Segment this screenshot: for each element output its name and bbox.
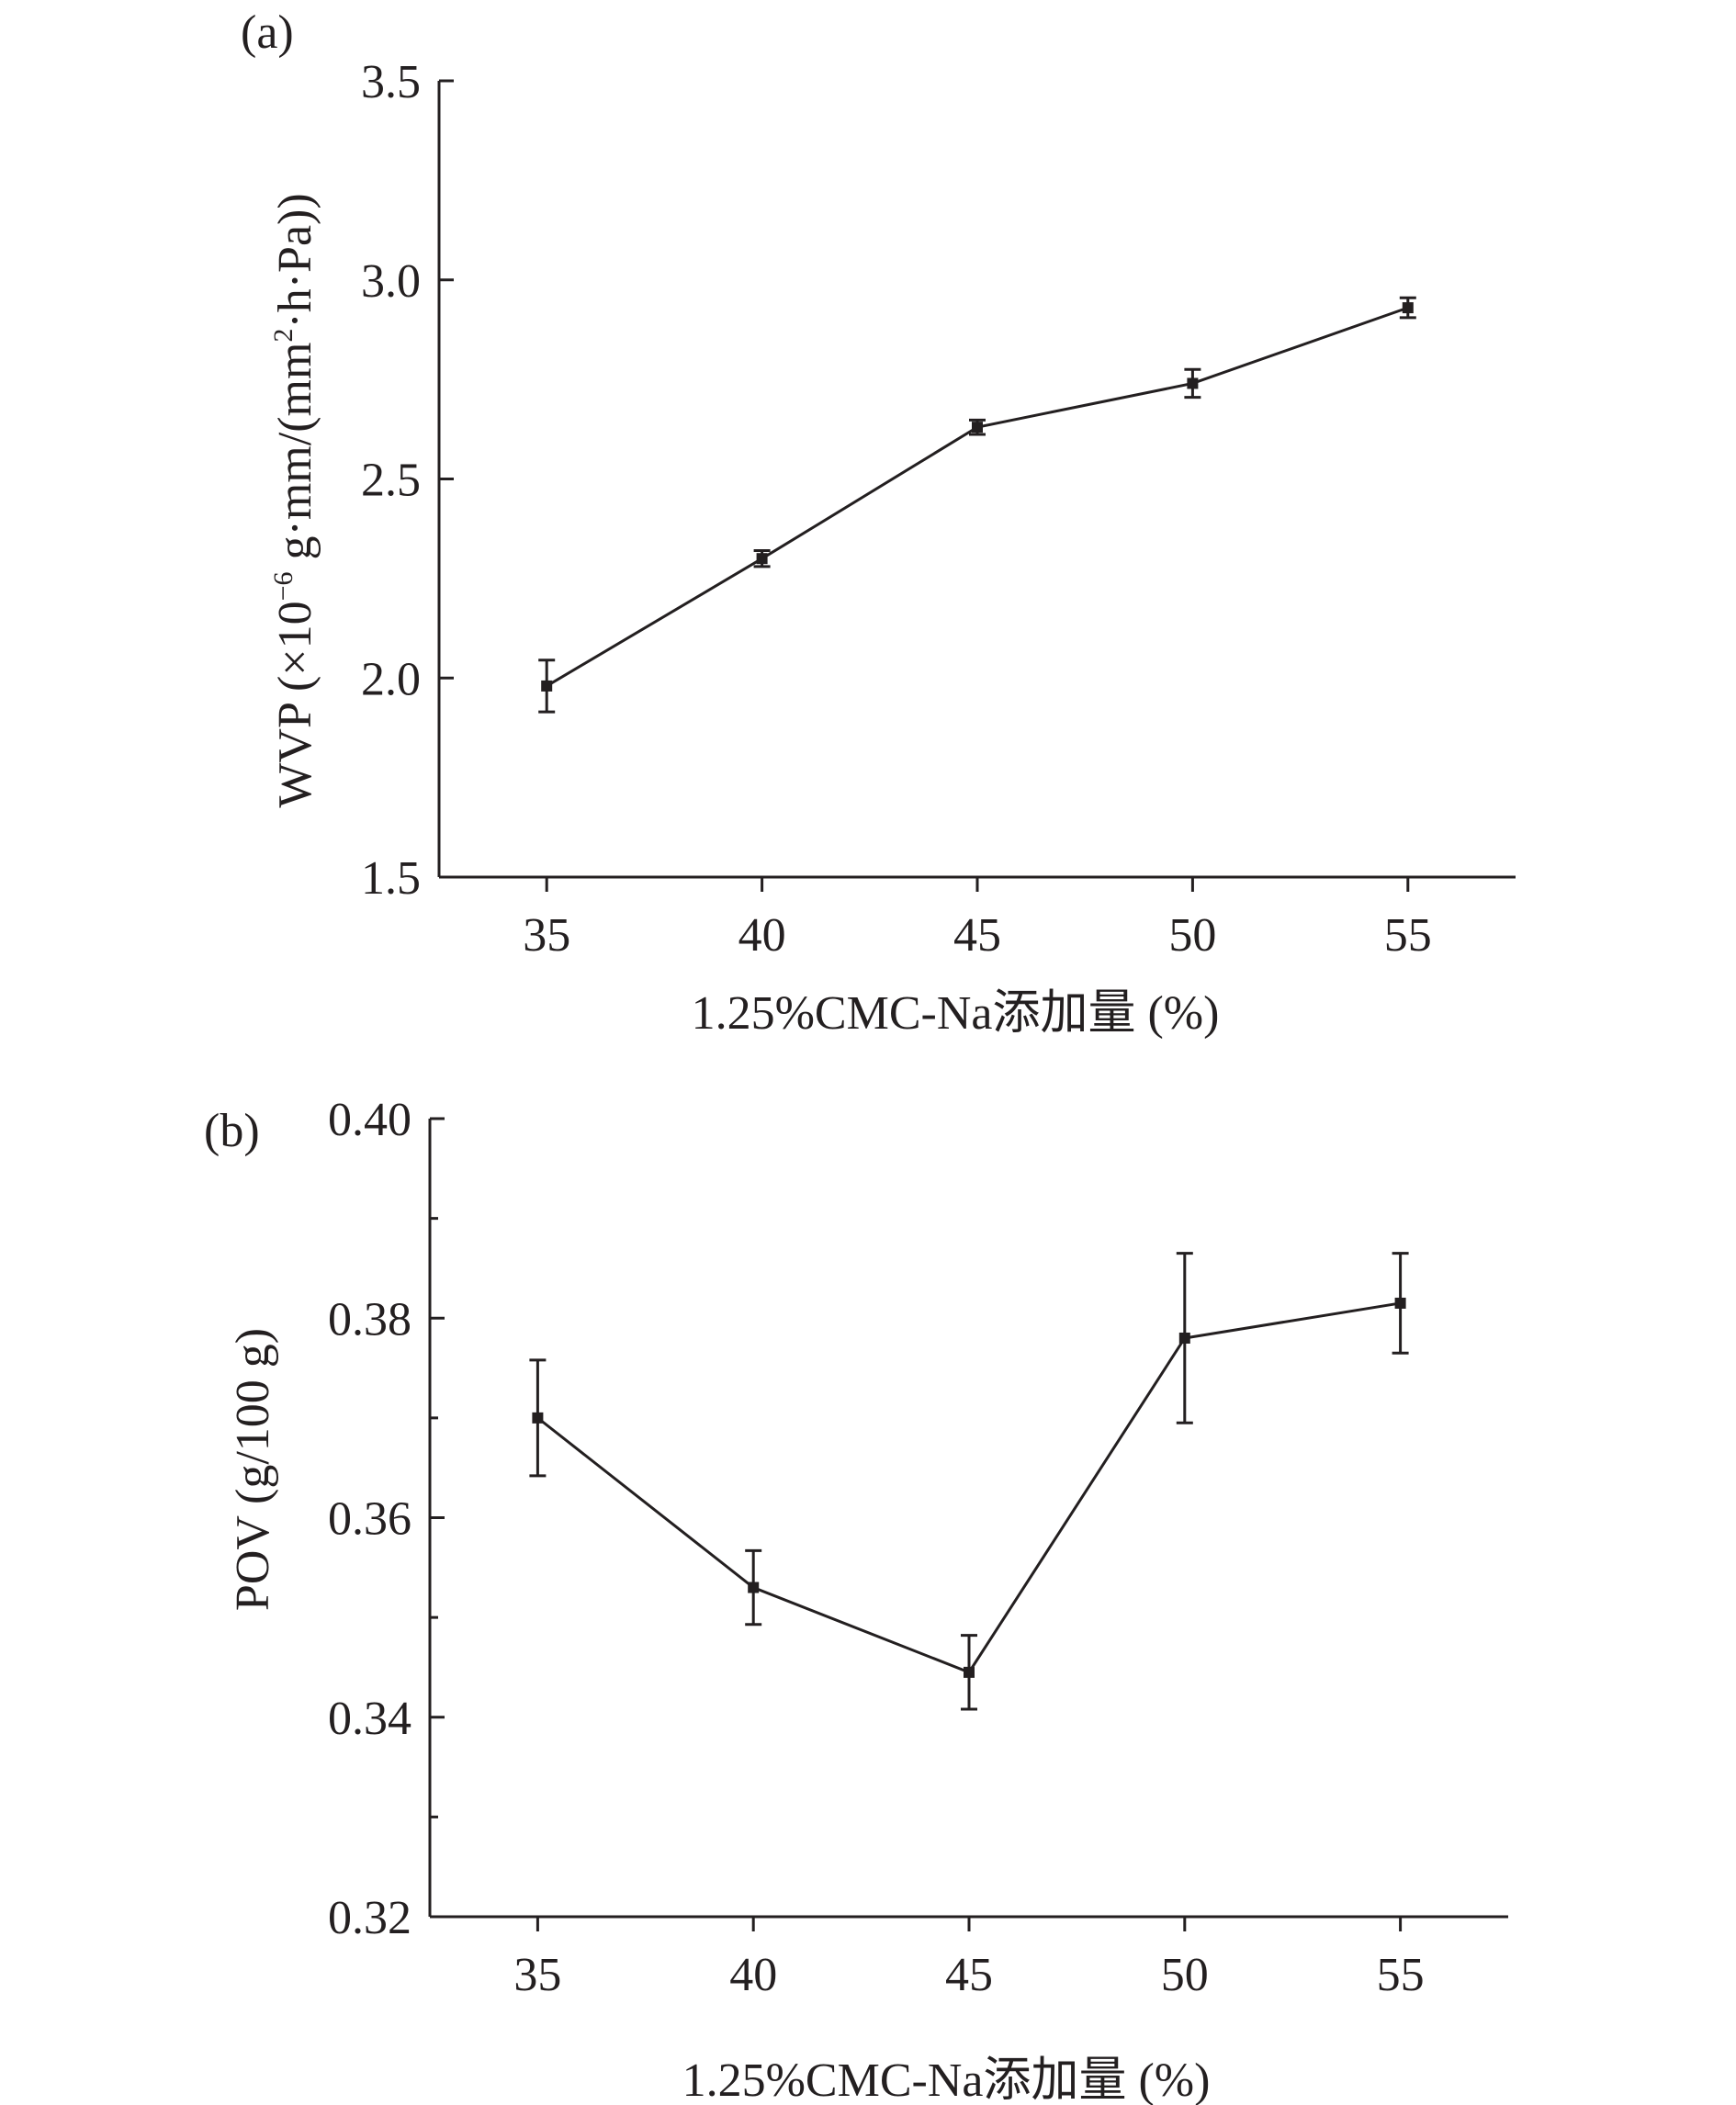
data-point-a	[541, 680, 553, 692]
data-point-b	[532, 1412, 544, 1424]
y-tick-label-a: 3.0	[361, 255, 421, 308]
y-axis-title-a: WVP (×10−6 g·mm/(mm2·h·Pa))	[268, 193, 321, 807]
series-b	[529, 1252, 1409, 1711]
data-point-a	[756, 553, 768, 565]
data-point-b	[1178, 1332, 1190, 1344]
x-tick-label-b: 45	[945, 1949, 993, 2001]
y-axis-title-b: POV (g/100 g)	[227, 1328, 279, 1611]
data-point-b	[1394, 1297, 1406, 1309]
data-point-b	[964, 1666, 975, 1678]
x-tick-labels-b: 35 40 45 50 55	[513, 1949, 1424, 2001]
series-line-a	[546, 306, 1409, 688]
y-tick-label-b: 0.40	[328, 1094, 411, 1146]
x-tick-label-b: 40	[729, 1949, 777, 2001]
x-tick-label-b: 50	[1161, 1949, 1209, 2001]
data-point-b	[748, 1582, 760, 1593]
y-tick-label-b: 0.34	[328, 1693, 411, 1745]
data-point-a	[1402, 302, 1414, 314]
x-axis-title-b: 1.25%CMC-Na添加量 (%)	[682, 2054, 1211, 2105]
x-tick-label-a: 35	[523, 909, 570, 962]
x-tick-label-b: 35	[513, 1949, 561, 2001]
series-a	[538, 296, 1416, 714]
y-tick-label-b: 0.32	[328, 1892, 411, 1944]
x-tick-label-a: 45	[953, 909, 1001, 962]
y-tick-labels-b: 0.32 0.34 0.36 0.38 0.40	[328, 1094, 411, 1944]
data-point-a	[972, 422, 983, 433]
y-title-a-exp: −6	[268, 571, 299, 601]
y-tick-label-a: 2.0	[361, 653, 421, 705]
chart-panel-a: (a) 35 40 45 50 55 1.5 2.0 2.5 3.0 3.5 1.25%CMC-…	[241, 6, 1516, 1040]
chart-panel-b: (b) 35 40 45 50 55 0.32 0.34 0.36 0.38 0.40 1.25…	[204, 1094, 1508, 2105]
axes-b	[428, 1117, 1508, 1931]
y-tick-label-b: 0.36	[328, 1493, 411, 1546]
y-title-a-suffix: ·h·Pa))	[269, 193, 321, 328]
y-tick-label-b: 0.38	[328, 1293, 411, 1345]
y-title-a-prefix: WVP (×10	[269, 601, 321, 807]
y-tick-label-a: 3.5	[361, 56, 421, 108]
y-tick-labels-a: 1.5 2.0 2.5 3.0 3.5	[361, 56, 421, 905]
axes-a	[437, 79, 1516, 892]
x-tick-label-a: 40	[738, 909, 786, 962]
series-line-b	[536, 1301, 1401, 1674]
x-tick-label-a: 50	[1168, 909, 1216, 962]
panel-label-b: (b)	[204, 1105, 260, 1157]
x-tick-label-b: 55	[1377, 1949, 1425, 2001]
x-axis-title-a: 1.25%CMC-Na添加量 (%)	[692, 987, 1220, 1040]
y-title-a-middle: g·mm/(mm	[269, 343, 321, 572]
x-tick-labels-a: 35 40 45 50 55	[523, 909, 1432, 962]
y-title-a-exp2: 2	[268, 329, 299, 343]
y-tick-label-a: 1.5	[361, 852, 421, 905]
y-tick-label-a: 2.5	[361, 455, 421, 507]
data-point-a	[1187, 377, 1199, 389]
x-tick-label-a: 55	[1384, 909, 1432, 962]
panel-label-a: (a)	[241, 6, 294, 59]
